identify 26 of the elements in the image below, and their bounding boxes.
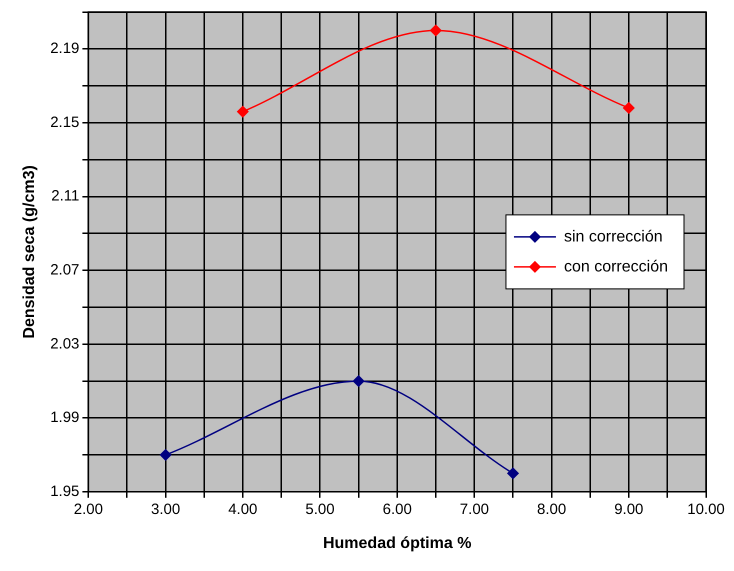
- x-tick-label: 10.00: [687, 500, 725, 518]
- x-tick-label: 2.00: [74, 500, 103, 518]
- y-tick-label: 1.95: [50, 482, 80, 500]
- point: [352, 375, 364, 387]
- y-tick-label: 2.15: [50, 114, 80, 131]
- x-tick-label: 8.00: [536, 500, 566, 518]
- point: [430, 24, 442, 36]
- x-tick-label: 3.00: [150, 500, 180, 518]
- x-tick-label: 7.00: [460, 500, 489, 518]
- x-tick-label: 9.00: [614, 500, 644, 518]
- x-tick-label: 6.00: [382, 500, 412, 518]
- point: [507, 468, 519, 480]
- y-tick-label: 2.19: [50, 40, 80, 58]
- point: [237, 106, 249, 118]
- x-tick-label: 4.00: [228, 500, 258, 518]
- y-tick-label: 2.03: [50, 335, 80, 352]
- y-tick-label: 1.99: [50, 409, 80, 426]
- point: [623, 102, 635, 114]
- y-axis-title: Densidad seca (g/cm3): [21, 165, 38, 339]
- x-axis-title: Humedad óptima %: [322, 534, 472, 552]
- x-tick-label: 5.00: [305, 500, 335, 518]
- point: [160, 449, 172, 461]
- legend-label: sin corrección: [564, 228, 663, 246]
- legend-label: con corrección: [564, 258, 668, 276]
- y-tick-label: 2.11: [51, 188, 80, 205]
- y-tick-label: 2.07: [50, 261, 80, 278]
